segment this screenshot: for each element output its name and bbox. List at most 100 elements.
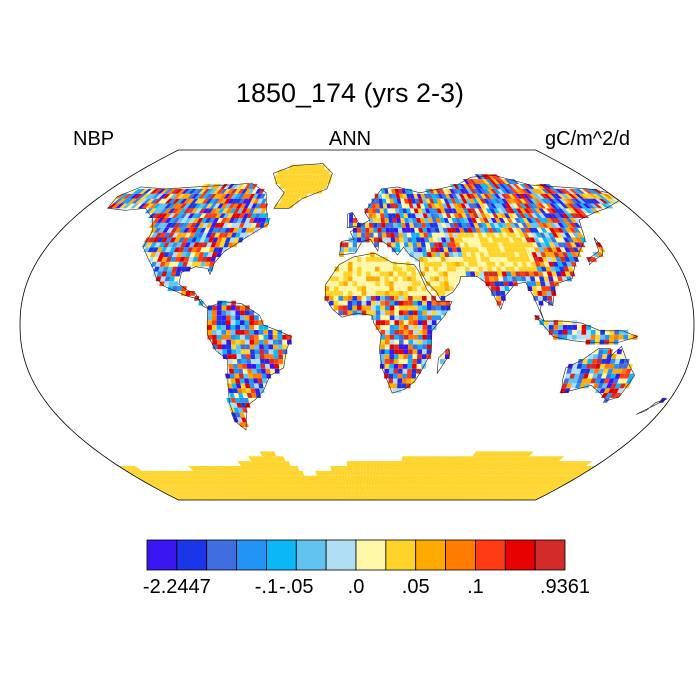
land-cell [235,198,242,204]
land-cell [515,227,523,233]
land-cell [240,344,246,350]
land-cell [521,490,533,496]
land-cell [476,242,483,248]
land-cell [494,465,503,471]
land-cell [496,184,504,189]
land-cell [408,329,414,335]
land-cell [549,281,555,287]
land-cell [160,218,169,223]
land-cell [212,188,221,194]
land-cell [590,334,596,340]
land-cell [243,203,250,209]
land-cell [341,475,346,481]
land-cell [310,490,316,496]
land-cell [393,198,398,204]
land-cell [177,475,187,481]
land-cell [132,470,144,476]
land-cell [375,325,381,330]
land-cell [548,325,554,330]
land-cell [410,475,416,481]
land-cell [570,252,578,257]
land-cell [159,485,171,491]
land-cell [228,485,237,491]
land-cell [214,490,224,496]
land-cell [377,480,381,486]
land-cell [217,475,226,481]
land-cell [441,222,447,228]
land-cell [536,193,545,199]
land-cell [236,227,243,233]
land-cell [390,461,395,466]
land-cell [235,305,241,311]
land-cell [457,222,463,228]
land-cell [216,315,222,321]
land-cell [187,193,196,199]
land-cell [132,188,142,194]
land-cell [165,485,177,491]
land-cell [255,490,263,496]
land-cell [241,363,248,369]
land-cell [354,485,357,491]
land-cell [440,470,447,476]
land-cell [475,218,482,223]
land-cell [551,480,563,486]
land-cell [558,325,563,330]
land-cell [459,470,467,476]
land-cell [425,198,431,204]
land-cell [249,383,255,389]
land-cell [477,247,484,253]
land-cell [549,213,558,219]
land-cell [250,388,256,394]
land-cell [296,470,302,476]
land-cell [137,475,149,481]
land-cell [470,475,478,481]
land-cell [373,465,377,471]
land-cell [593,368,600,374]
land-cell [170,470,181,476]
land-cell [420,237,426,243]
land-cell [240,315,245,321]
land-cell [237,465,245,471]
land-cell [400,470,406,476]
land-cell [508,198,516,204]
land-cell [211,490,222,496]
land-cell [233,368,239,374]
land-cell [403,339,409,345]
land-cell [509,461,518,466]
land-cell [179,203,188,209]
land-cell [238,368,244,374]
land-cell [133,193,143,199]
land-cell [493,232,500,238]
land-cell [393,290,399,296]
land-cell [519,184,528,189]
land-cell [239,378,245,384]
land-cell [151,470,162,476]
land-cell [453,490,462,496]
land-cell [580,198,590,204]
land-cell [567,193,577,199]
land-cell [421,290,427,296]
land-cell [569,461,579,466]
land-cell [449,286,455,291]
land-cell [286,188,293,194]
land-cell [451,271,458,277]
land-cell [221,320,226,325]
land-cell [211,252,218,257]
land-cell [209,490,219,496]
land-cell [390,232,395,238]
land-cell [167,485,179,491]
land-cell [396,461,402,466]
land-cell [155,475,167,481]
land-cell [371,475,376,481]
land-cell [244,325,250,330]
land-cell [180,475,190,481]
land-cell [235,325,241,330]
land-cell [563,203,573,209]
land-cell [510,456,519,462]
land-cell [521,222,529,228]
land-cell [208,485,218,491]
land-cell [264,218,271,223]
land-cell [515,475,525,481]
land-cell [288,485,294,491]
land-cell [259,451,266,457]
